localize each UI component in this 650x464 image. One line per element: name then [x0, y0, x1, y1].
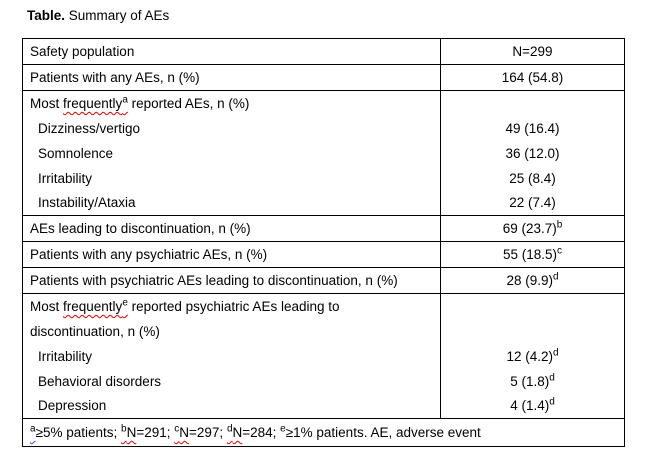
section-header-label: Most frequentlye reported psychiatric AE…	[22, 293, 441, 319]
row-label: Safety population	[30, 44, 135, 59]
table-row-irritability: Irritability 25 (8.4)	[23, 165, 625, 191]
row-label: Dizziness/vertigo	[38, 120, 141, 136]
row-value-empty	[440, 90, 625, 116]
header-text: Most	[30, 95, 64, 111]
value-text: 55 (18.5)	[502, 247, 558, 262]
footnote-marker: c	[557, 245, 563, 257]
table-row-instability-ataxia: Instability/Ataxia 22 (7.4)	[23, 190, 625, 216]
table-row-somnolence: Somnolence 36 (12.0)	[23, 140, 625, 166]
table-row-dizziness: Dizziness/vertigo 49 (16.4)	[23, 115, 625, 141]
table-title-text: Summary of AEs	[65, 8, 170, 23]
row-label: AEs leading to discontinuation, n (%)	[22, 215, 441, 242]
value-text: 4 (1.4)	[510, 398, 550, 414]
table-row-depression: Depression 4 (1.4)d	[23, 393, 625, 419]
header-text: frequently	[63, 298, 123, 314]
document-page: Table. Summary of AEs Safety population …	[22, 8, 650, 447]
footnote-marker-c: c	[174, 423, 180, 435]
table-footnote-row: a≥5% patients; bN=291; cN=297; dN=284; e…	[22, 418, 625, 447]
footnote-marker: a	[122, 94, 128, 106]
footnote-marker-e: e	[280, 423, 286, 435]
section-header-most-frequent-aes: Most frequentlya reported AEs, n (%)	[22, 90, 625, 116]
table-row-discontinuation: AEs leading to discontinuation, n (%) 69…	[22, 215, 625, 242]
row-value: 28 (9.9)d	[440, 267, 625, 294]
footnote-text: =297;	[189, 425, 227, 440]
footnote-text: N	[232, 425, 243, 440]
row-label: Behavioral disorders	[38, 373, 162, 389]
footnote-marker-a: a	[30, 423, 36, 435]
footnote-marker-d: d	[226, 423, 233, 435]
footnote-text: ≥5% patients;	[35, 425, 122, 440]
value-text: 5 (1.8)	[510, 373, 550, 389]
spellcheck-word: cN	[174, 423, 190, 440]
spellcheck-word: dN	[226, 423, 243, 440]
row-label: Patients with psychiatric AEs leading to…	[22, 267, 441, 294]
footnote-marker: d	[549, 396, 555, 408]
table-title: Table. Summary of AEs	[27, 8, 650, 23]
row-value: 4 (1.4)d	[440, 393, 625, 419]
table-row-any-aes: Patients with any AEs, n (%) 164 (54.8)	[22, 64, 625, 91]
table-title-label: Table.	[27, 8, 66, 23]
row-value: N=299	[440, 38, 625, 65]
row-value: 25 (8.4)	[440, 165, 625, 191]
row-label: Instability/Ataxia	[38, 195, 136, 211]
row-value-empty	[440, 318, 625, 344]
footnote-marker: d	[549, 372, 555, 383]
header-text: Most	[30, 298, 64, 314]
row-label: Somnolence	[38, 145, 114, 161]
footnote-text: =291;	[136, 425, 175, 440]
value-text: 69 (23.7)	[502, 221, 557, 236]
header-text: reported AEs, n (%)	[127, 95, 250, 111]
spellcheck-word: bN	[121, 423, 137, 440]
spellcheck-word: frequentlya	[63, 94, 128, 111]
row-value: 12 (4.2)d	[440, 343, 625, 369]
row-value: 55 (18.5)c	[440, 241, 625, 268]
row-label: Irritability	[38, 348, 93, 364]
footnote-marker: b	[556, 219, 563, 231]
row-label: Depression	[38, 398, 107, 414]
grammar-check-word: a	[30, 423, 36, 440]
footnote-text: ≥1% patients. AE, adverse event	[285, 425, 481, 440]
table-row-psychiatric-aes: Patients with any psychiatric AEs, n (%)…	[22, 241, 625, 268]
table-row-psych-irritability: Irritability 12 (4.2)d	[23, 343, 625, 369]
row-value: 36 (12.0)	[440, 140, 625, 166]
value-text: 12 (4.2)	[506, 348, 553, 364]
footnote-text: N	[126, 425, 137, 440]
footnote-marker: d	[552, 347, 559, 358]
header-text: frequently	[63, 95, 123, 111]
table-row-safety-population: Safety population N=299	[23, 38, 625, 65]
footnote-marker: d	[552, 271, 559, 283]
row-value: 164 (54.8)	[440, 64, 625, 91]
section-header-label: Most frequentlya reported AEs, n (%)	[22, 90, 441, 116]
row-label: Patients with any AEs, n (%)	[22, 64, 441, 91]
footnote-text: =284;	[242, 425, 281, 440]
table-row-psychiatric-discontinuation: Patients with psychiatric AEs leading to…	[22, 267, 625, 294]
header-text: reported psychiatric AEs leading to	[127, 298, 340, 314]
row-value: 22 (7.4)	[440, 190, 625, 216]
row-value: 69 (23.7)b	[440, 215, 625, 242]
row-label: Irritability	[38, 170, 93, 186]
section-header-continuation: discontinuation, n (%)	[23, 318, 625, 344]
row-value: 49 (16.4)	[440, 115, 625, 141]
ae-summary-table: Safety population N=299 Patients with an…	[22, 38, 625, 447]
table-footnote: a≥5% patients; bN=291; cN=297; dN=284; e…	[22, 418, 625, 447]
footnote-marker-b: b	[121, 423, 127, 435]
footnote-marker: e	[122, 297, 128, 309]
spellcheck-word: frequentlye	[63, 297, 128, 314]
value-text: 28 (9.9)	[506, 273, 553, 288]
section-header-most-frequent-psych-aes: Most frequentlye reported psychiatric AE…	[22, 293, 625, 319]
section-header-label-line2: discontinuation, n (%)	[30, 323, 160, 339]
footnote-text: N	[179, 425, 190, 440]
row-value: 5 (1.8)d	[440, 368, 625, 394]
row-label: Patients with any psychiatric AEs, n (%)	[22, 241, 441, 268]
row-value-empty	[440, 293, 625, 319]
table-row-behavioral-disorders: Behavioral disorders 5 (1.8)d	[23, 368, 625, 394]
